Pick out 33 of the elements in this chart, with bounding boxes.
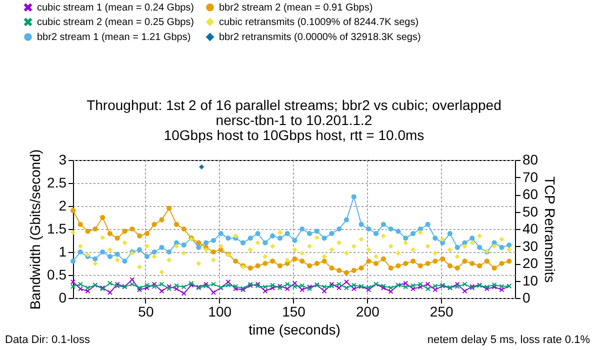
text: Data Dir: 0.1-loss [5,334,90,346]
y2-tick-label: 20 [522,255,538,271]
y2-tick-label: 80 [522,152,538,168]
x-axis-title: time (seconds) [248,322,340,338]
legend-label: bbr2 stream 1 (mean = 1.21 Gbps) [37,32,191,43]
x-tick-label: 100 [208,304,232,320]
x-tick-label: 50 [138,304,154,320]
y-tick-label: 0.5 [47,266,67,282]
y-tick-label: 1 [58,244,67,260]
y2-tick-label: 50 [522,203,538,220]
legend-label: cubic stream 1 (mean = 0.24 Gbps) [37,2,194,14]
y2-tick-label: 10 [522,272,538,288]
y2-tick-label: 0 [522,290,530,306]
y-tick-label: 1.5 [47,220,67,236]
y-axis-title: Bandwidth (Gbits/second) [27,149,44,310]
y-tick-label: 2.5 [47,174,67,190]
y2-axis-title: TCP Retransmits [542,176,558,283]
y-tick-label: 0 [58,290,67,306]
legend-label: bbr2 retransmits (0.0000% of 32918.3K segs) [219,32,421,43]
text: netem delay 5 ms, loss rate 0.1% [427,334,590,346]
y2-tick-label: 40 [522,220,538,236]
legend-label: cubic retransmits (0.1009% of 8244.7K segs) [219,17,419,28]
legend-label: bbr2 stream 2 (mean = 0.91 Gbps) [219,2,373,14]
y2-tick-label: 70 [522,168,538,185]
chart-title: Throughput: 1st 2 of 16 parallel streams; bbr2 vs cubic; overlapped nersc-tbn-1 to 10.201.1.2 10Gbps host to 10Gbps host, rtt = 10.0ms [86,97,502,143]
y-tick-label: 2 [58,198,67,214]
y2-tick-label: 60 [522,186,538,202]
y2-tick-label: 30 [522,238,538,254]
x-tick-label: 200 [356,304,380,320]
x-tick-label: 150 [282,304,306,320]
y-tick-label: 3 [58,152,67,168]
x-tick-label: 250 [430,304,454,320]
legend-label: cubic stream 2 (mean = 0.25 Gbps) [37,17,194,28]
